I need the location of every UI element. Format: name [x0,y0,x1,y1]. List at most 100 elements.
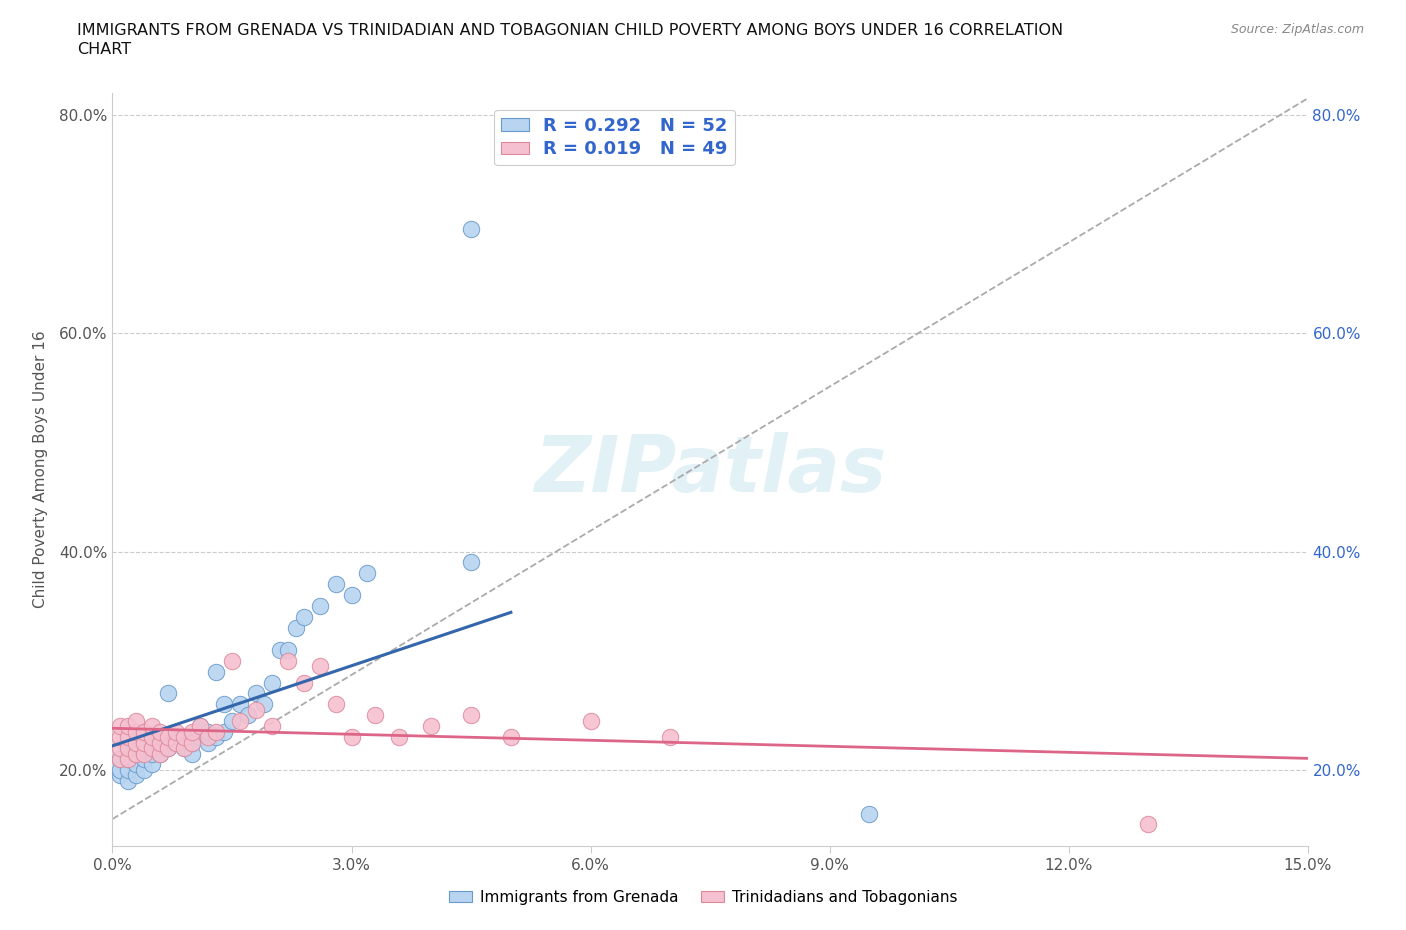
Point [117,730,139,745]
Point [134,763,156,777]
Point [245,686,267,701]
Legend: Immigrants from Grenada, Trinidadians and Tobagonians: Immigrants from Grenada, Trinidadians an… [443,884,963,911]
Point [460,555,482,570]
Point [165,735,187,750]
Point [117,719,139,734]
Point [229,713,252,728]
Point [117,751,139,766]
Point [141,735,163,750]
Point [308,599,330,614]
Y-axis label: Child Poverty Among Boys Under 16: Child Poverty Among Boys Under 16 [32,331,48,608]
Point [125,757,148,772]
Point [181,746,204,761]
Point [125,735,148,750]
Point [277,643,299,658]
Point [205,664,228,679]
Text: Source: ZipAtlas.com: Source: ZipAtlas.com [1230,23,1364,36]
Text: ZIPatlas: ZIPatlas [534,432,886,508]
Point [181,735,204,750]
Point [157,740,180,755]
Point [245,702,267,717]
Point [356,566,378,581]
Point [659,730,682,745]
Point [125,735,148,750]
Point [141,730,163,745]
Point [117,774,139,789]
Text: IMMIGRANTS FROM GRENADA VS TRINIDADIAN AND TOBAGONIAN CHILD POVERTY AMONG BOYS U: IMMIGRANTS FROM GRENADA VS TRINIDADIAN A… [77,23,1063,38]
Point [125,713,148,728]
Point [125,768,148,783]
Point [149,746,172,761]
Point [110,751,132,766]
Point [149,735,172,750]
Point [579,713,602,728]
Point [212,724,235,739]
Point [1137,817,1160,832]
Point [221,653,243,668]
Point [134,724,156,739]
Point [212,697,235,711]
Point [125,724,148,739]
Point [157,686,180,701]
Point [229,697,252,711]
Point [260,675,283,690]
Point [460,708,482,723]
Point [205,724,228,739]
Point [149,724,172,739]
Point [165,724,187,739]
Point [188,719,211,734]
Point [110,740,132,755]
Point [117,751,139,766]
Point [165,730,187,745]
Point [292,675,315,690]
Point [149,746,172,761]
Point [110,730,132,745]
Point [188,730,211,745]
Point [110,768,132,783]
Point [325,577,347,591]
Point [117,740,139,755]
Point [205,730,228,745]
Point [157,740,180,755]
Point [134,746,156,761]
Point [460,222,482,237]
Point [110,763,132,777]
Point [134,735,156,750]
Point [325,697,347,711]
Legend: R = 0.292   N = 52, R = 0.019   N = 49: R = 0.292 N = 52, R = 0.019 N = 49 [495,110,734,166]
Point [236,708,259,723]
Point [117,740,139,755]
Point [188,719,211,734]
Point [340,730,363,745]
Point [173,730,195,745]
Point [134,751,156,766]
Point [340,588,363,603]
Point [388,730,411,745]
Point [277,653,299,668]
Point [134,740,156,755]
Point [221,713,243,728]
Point [284,620,307,635]
Point [110,719,132,734]
Text: CHART: CHART [77,42,131,57]
Point [125,746,148,761]
Point [260,719,283,734]
Point [141,757,163,772]
Point [125,746,148,761]
Point [292,609,315,624]
Point [308,658,330,673]
Point [110,751,132,766]
Point [157,730,180,745]
Point [181,724,204,739]
Point [149,735,172,750]
Point [197,735,219,750]
Point [141,719,163,734]
Point [269,643,291,658]
Point [141,740,163,755]
Point [173,740,195,755]
Point [858,806,880,821]
Point [364,708,387,723]
Point [141,746,163,761]
Point [499,730,522,745]
Point [197,730,219,745]
